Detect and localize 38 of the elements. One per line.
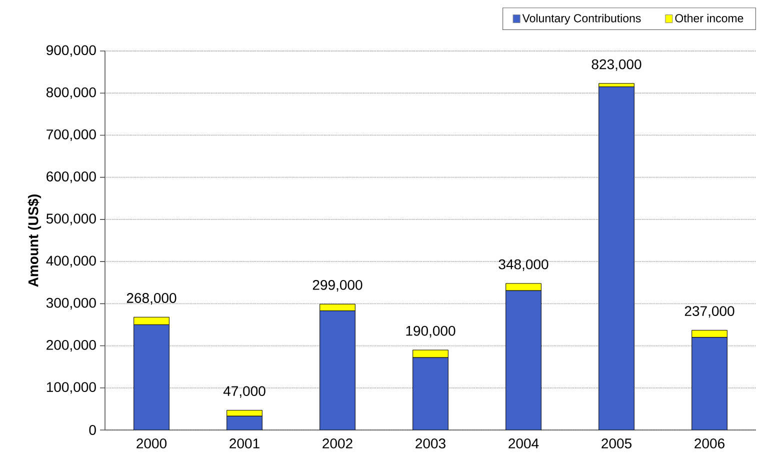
y-tick-label: 100,000	[46, 382, 96, 394]
bar	[134, 324, 170, 430]
y-tick-label: 700,000	[46, 129, 96, 142]
bar	[506, 290, 542, 430]
y-tick-label: 800,000	[46, 87, 96, 99]
bar	[506, 283, 542, 291]
x-tick-label: 2003	[416, 438, 446, 448]
y-tick-label: 300,000	[46, 298, 96, 310]
bar	[412, 350, 448, 358]
y-tick-label: 0	[89, 425, 96, 435]
x-tick-label: 2001	[230, 438, 260, 448]
total-label: 47,000	[223, 386, 266, 398]
bar	[692, 337, 728, 430]
y-tick-label: 500,000	[46, 214, 96, 226]
x-tick-label: 2000	[136, 438, 167, 448]
total-label: 299,000	[312, 280, 362, 292]
y-tick-label: 600,000	[46, 172, 96, 184]
y-tick-label: 900,000	[46, 45, 96, 57]
x-tick-label: 2004	[508, 438, 539, 448]
bar	[320, 304, 356, 312]
total-label: 190,000	[406, 326, 456, 338]
total-label: 823,000	[592, 59, 642, 71]
x-tick-label: 2005	[602, 438, 632, 448]
total-label: 348,000	[498, 259, 548, 271]
bar	[412, 357, 448, 430]
bar	[320, 310, 356, 430]
bar	[598, 86, 634, 430]
bar	[226, 410, 262, 416]
x-tick-label: 2002	[322, 438, 352, 448]
bar	[226, 416, 262, 430]
legend-label: Voluntary Contributions	[522, 14, 641, 25]
total-label: 237,000	[684, 306, 734, 318]
total-label: 268,000	[126, 293, 176, 305]
y-tick-label: 400,000	[46, 256, 96, 268]
y-axis-title: Amount (US$)	[28, 194, 42, 287]
legend-label: Other income	[675, 14, 744, 22]
x-tick-label: 2006	[694, 438, 724, 448]
y-tick-label: 200,000	[46, 340, 96, 352]
